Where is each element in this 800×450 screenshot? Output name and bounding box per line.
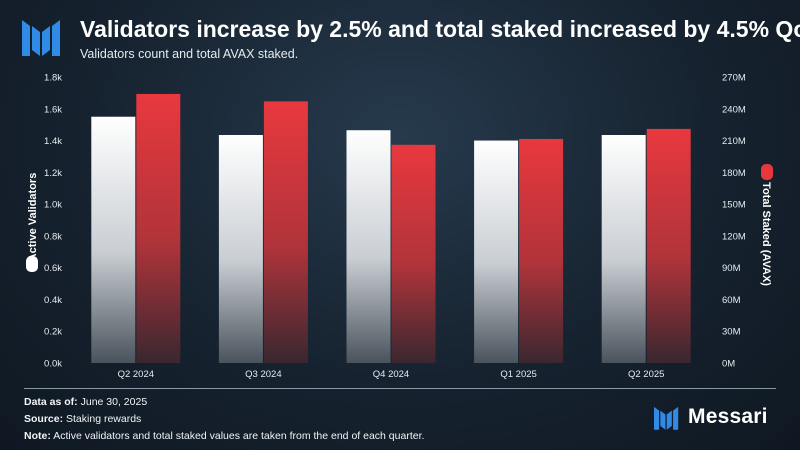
x-tick-label: Q2 2024 — [118, 369, 154, 380]
bar-active-validators — [601, 134, 646, 363]
bar-active-validators — [218, 134, 263, 363]
right-tick-label: 120M — [722, 231, 746, 242]
left-tick-label: 0.4k — [44, 295, 62, 306]
right-tick-label: 240M — [722, 104, 746, 115]
footer-note: Note: Active validators and total staked… — [24, 430, 425, 442]
bar-active-validators — [91, 116, 136, 363]
right-legend-swatch — [761, 164, 773, 180]
left-tick-label: 0.8k — [44, 231, 62, 242]
footer-date: Data as of: June 30, 2025 — [24, 396, 148, 408]
right-tick-label: 270M — [722, 73, 746, 84]
left-tick-label: 1.8k — [44, 73, 62, 84]
brand-logo: Messari — [654, 404, 768, 430]
right-tick-label: 150M — [722, 200, 746, 211]
left-legend-swatch — [26, 256, 38, 272]
messari-brand-icon — [654, 406, 679, 430]
bar-total-staked — [646, 128, 691, 363]
right-tick-label: 0M — [722, 359, 735, 370]
chart-subtitle: Validators count and total AVAX staked. — [80, 47, 299, 61]
bar-chart: 0.0k 0.2k 0.4k 0.6k 0.8k 1.0k 1.2k 1.4k 1.6k 1.8k… — [26, 72, 773, 380]
chart-title: Validators increase by 2.5% and total st… — [80, 16, 800, 42]
x-tick-label: Q1 2025 — [500, 369, 536, 380]
bar-active-validators — [474, 140, 519, 363]
left-tick-label: 1.4k — [44, 136, 62, 147]
left-tick-label: 1.2k — [44, 168, 62, 179]
left-tick-label: 0.2k — [44, 327, 62, 338]
bar-total-staked — [263, 101, 308, 363]
x-tick-label: Q3 2024 — [245, 369, 281, 380]
brand-name: Messari — [688, 405, 768, 428]
left-tick-label: 0.0k — [44, 359, 62, 370]
left-tick-label: 1.0k — [44, 200, 62, 211]
right-tick-label: 60M — [722, 295, 741, 306]
bar-total-staked — [391, 144, 436, 363]
messari-logo-icon — [22, 20, 60, 56]
x-tick-label: Q2 2025 — [628, 369, 664, 380]
left-tick-label: 0.6k — [44, 263, 62, 274]
right-axis-title: Total Staked (AVAX) — [760, 182, 772, 286]
bar-active-validators — [346, 130, 391, 363]
left-tick-label: 1.6k — [44, 104, 62, 115]
right-tick-label: 180M — [722, 168, 746, 179]
left-axis-title: Active Validators — [27, 173, 39, 262]
right-tick-label: 210M — [722, 136, 746, 147]
bar-total-staked — [136, 93, 181, 363]
right-tick-label: 90M — [722, 263, 741, 274]
footer-divider — [24, 388, 776, 389]
bar-total-staked — [519, 138, 564, 363]
footer-source: Source: Staking rewards — [24, 413, 142, 425]
right-tick-label: 30M — [722, 327, 741, 338]
x-tick-label: Q4 2024 — [373, 369, 409, 380]
